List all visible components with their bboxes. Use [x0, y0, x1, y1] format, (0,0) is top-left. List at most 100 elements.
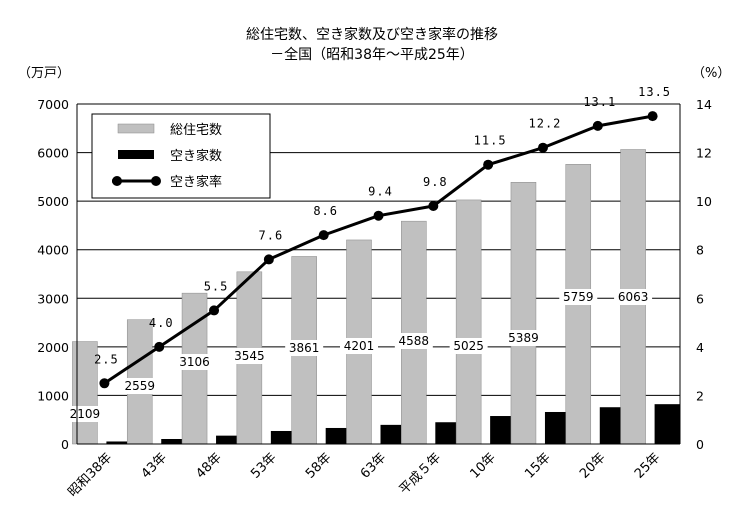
total-label-background	[559, 289, 598, 305]
vacancy-rate-value-label: 4.0	[149, 316, 174, 330]
vacancy-rate-marker	[263, 254, 274, 265]
vacancy-rate-value-label: 2.5	[94, 352, 119, 366]
total-housing-value-label: 4588	[399, 334, 430, 348]
total-housing-value-label: 3861	[289, 341, 320, 355]
vacancy-rate-marker	[647, 111, 658, 122]
vacancy-rate-value-label: 7.6	[259, 228, 284, 242]
left-tick-label: 5000	[37, 194, 69, 209]
left-tick-label: 1000	[37, 388, 69, 403]
vacancy-rate-marker	[154, 341, 165, 352]
legend-swatch-vacant	[118, 150, 154, 159]
vacancy-rate-marker	[537, 142, 548, 153]
legend-label-rate: 空き家率	[170, 174, 222, 190]
total-housing-value-label: 3106	[179, 355, 210, 369]
total-label-background	[285, 340, 324, 356]
vacant-houses-bar	[435, 422, 461, 444]
category-labels: 昭和38年 43年 48年 53年 58年 63年 平成５年 10年 15年 20年 25年	[65, 450, 663, 500]
total-label-background	[504, 330, 543, 346]
right-axis-unit: （%）	[692, 66, 730, 81]
tick-labels: 0 1000 2000 3000 4000 5000 6000 7000 0 2 4 6 8 10 12 14	[37, 97, 712, 452]
vacant-houses-bar	[270, 430, 296, 444]
right-tick-label: 2	[696, 388, 704, 403]
vacancy-rate-marker	[428, 201, 439, 211]
rate-line-layer	[99, 111, 658, 389]
vacancy-rate-value-label: 13.1	[583, 95, 616, 109]
total-label-background	[449, 338, 488, 354]
vacant-houses-bar	[654, 404, 680, 444]
category-label: 10年	[467, 450, 498, 481]
total-label-background	[120, 378, 159, 394]
category-label: 昭和38年	[65, 450, 115, 500]
right-tick-label: 12	[696, 146, 712, 161]
vacant-houses-bar	[216, 435, 242, 444]
category-label: 58年	[303, 450, 334, 481]
category-label: 53年	[248, 450, 279, 481]
vacancy-rate-value-label: 11.5	[474, 134, 507, 148]
total-housing-bar	[401, 220, 427, 445]
left-tick-label: 6000	[37, 146, 69, 161]
vacancy-rate-value-label: 13.5	[638, 85, 671, 99]
vacancy-rate-marker	[592, 120, 603, 131]
vacant-houses-bar	[380, 424, 406, 444]
total-label-background	[230, 348, 269, 364]
legend-swatch-total	[117, 123, 155, 134]
left-tick-label: 3000	[37, 291, 69, 306]
total-housing-value-label: 2559	[124, 379, 155, 393]
right-tick-label: 0	[696, 437, 704, 452]
total-label-background	[340, 338, 378, 354]
vacancy-rate-value-label: 9.4	[368, 185, 393, 199]
chart-subtitle: －全国（昭和38年～平成25年）	[270, 46, 474, 63]
left-axis-unit: （万戸）	[18, 66, 70, 81]
vacancy-rate-value-label: 9.8	[423, 175, 448, 189]
total-label-background	[394, 333, 433, 349]
total-housing-bar	[510, 181, 537, 445]
right-tick-label: 14	[696, 97, 712, 112]
total-label-background	[65, 406, 104, 422]
total-labels: 2109 2559 3106 3545 3861 4201 4588 5025 5389 5759…	[65, 289, 653, 422]
category-label: 63年	[358, 450, 389, 481]
left-tick-label: 4000	[37, 243, 69, 258]
category-label: 43年	[139, 450, 170, 481]
right-tick-label: 8	[696, 243, 704, 258]
vacancy-rate-marker	[99, 378, 110, 389]
right-tick-label: 6	[696, 291, 704, 306]
category-label: 48年	[193, 450, 224, 481]
total-housing-value-label: 4201	[344, 339, 375, 353]
category-label: 15年	[522, 450, 553, 481]
total-housing-value-label: 3545	[234, 349, 265, 363]
total-housing-bar	[455, 199, 482, 445]
vacancy-rate-marker	[373, 210, 384, 221]
vacant-houses-bar	[161, 438, 187, 444]
vacancy-rate-marker	[209, 305, 220, 316]
left-tick-label: 7000	[37, 97, 69, 112]
legend: 総住宅数 空き家数 空き家率	[91, 113, 271, 199]
vacancy-rate-marker	[483, 159, 494, 170]
category-label: 25年	[632, 450, 663, 481]
legend-label-total: 総住宅数	[170, 123, 222, 138]
left-tick-label: 0	[61, 437, 69, 452]
total-housing-value-label: 6063	[618, 290, 649, 304]
total-housing-value-label: 5025	[453, 339, 484, 353]
vacancy-rate-value-label: 8.6	[313, 204, 338, 218]
category-label: 20年	[577, 450, 608, 481]
axes	[76, 104, 681, 445]
vacant-houses-bar	[106, 441, 132, 444]
right-tick-label: 10	[696, 194, 712, 209]
legend-swatch-rate-marker-right	[151, 176, 161, 186]
vacancy-rate-marker	[318, 230, 329, 241]
legend-swatch-rate-marker-left	[112, 176, 122, 186]
chart-title: 総住宅数、空き家数及び空き家率の推移	[246, 26, 498, 43]
left-tick-label: 2000	[37, 340, 69, 355]
total-housing-value-label: 2109	[70, 407, 101, 421]
legend-label-vacant: 空き家数	[170, 148, 222, 164]
total-label-background	[175, 354, 214, 370]
total-housing-value-label: 5389	[508, 331, 539, 345]
vacant-houses-bar	[325, 427, 351, 444]
vacancy-rate-value-label: 5.5	[204, 279, 229, 293]
rate-labels: 2.5 4.0 5.5 7.6 8.6 9.4 9.8 11.5 12.2 13.1 13.5	[94, 85, 671, 366]
right-tick-label: 4	[696, 340, 704, 355]
total-housing-value-label: 5759	[563, 290, 594, 304]
total-label-background	[614, 289, 653, 305]
category-label: 平成５年	[397, 450, 444, 497]
